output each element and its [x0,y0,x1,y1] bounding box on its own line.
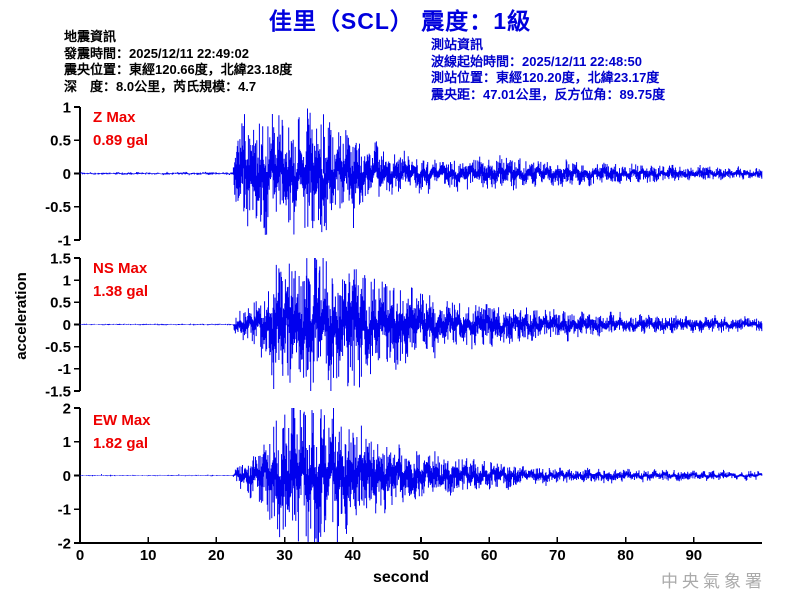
svg-text:-2: -2 [58,535,71,552]
wave-start-time-line: 波線起始時間：2025/12/11 22:48:50 [431,53,642,69]
svg-text:30: 30 [276,547,293,564]
page-title: 佳里（SCL） 震度：1級 [268,8,532,34]
svg-text:0.5: 0.5 [50,133,71,150]
ew-max-value: 1.82 gal [93,435,149,452]
ew-max-label: EW Max 1.82 gal [93,409,151,455]
svg-text:70: 70 [549,547,566,564]
svg-text:1: 1 [63,99,71,116]
svg-text:-0.5: -0.5 [45,339,71,356]
station-info-block: 測站資訊 波線起始時間：2025/12/11 22:48:50 測站位置：東經1… [431,37,665,103]
svg-text:0: 0 [63,317,71,334]
svg-text:-1: -1 [58,361,71,378]
earthquake-info-heading: 地震資訊 [64,29,117,44]
svg-text:-1: -1 [58,232,71,249]
station-info-heading: 測站資訊 [431,37,484,52]
svg-text:40: 40 [344,547,361,564]
station-location-line: 測站位置：東經120.20度，北緯23.17度 [431,70,660,85]
svg-text:-0.5: -0.5 [45,199,71,216]
svg-text:80: 80 [617,547,634,564]
epicenter-location-line: 震央位置：東經120.66度，北緯23.18度 [64,62,293,77]
svg-text:0: 0 [63,468,71,485]
svg-text:-1: -1 [58,502,71,519]
x-axis-label: second [372,569,429,586]
z-max-label: Z Max 0.89 gal [93,106,148,152]
svg-text:20: 20 [208,547,225,564]
svg-text:0: 0 [63,166,71,183]
depth-magnitude-line: 深 度：8.0公里，芮氏規模：4.7 [64,78,257,94]
epicentral-distance-line: 震央距：47.01公里，反方位角：89.75度 [431,86,666,102]
svg-text:0: 0 [76,547,84,564]
svg-text:50: 50 [413,547,430,564]
svg-text:60: 60 [481,547,498,564]
ew-max-title: EW Max [93,412,151,429]
y-axis-label: acceleration [13,272,30,360]
earthquake-info-block: 地震資訊 發震時間：2025/12/11 22:49:02 震央位置：東經120… [64,29,292,95]
svg-text:1: 1 [63,272,71,289]
ns-max-value: 1.38 gal [93,283,149,300]
svg-text:1.5: 1.5 [50,250,71,267]
svg-text:1: 1 [63,434,71,451]
svg-text:-1.5: -1.5 [45,383,71,400]
svg-text:0.5: 0.5 [50,295,71,312]
z-max-value: 0.89 gal [93,132,149,149]
svg-text:10: 10 [140,547,157,564]
z-max-title: Z Max [93,109,136,126]
origin-time-line: 發震時間：2025/12/11 22:49:02 [64,45,249,61]
ns-max-label: NS Max 1.38 gal [93,257,148,303]
agency-watermark: 中央氣象署 [661,572,766,591]
ns-max-title: NS Max [93,260,148,277]
svg-text:2: 2 [63,400,71,417]
svg-text:90: 90 [685,547,702,564]
